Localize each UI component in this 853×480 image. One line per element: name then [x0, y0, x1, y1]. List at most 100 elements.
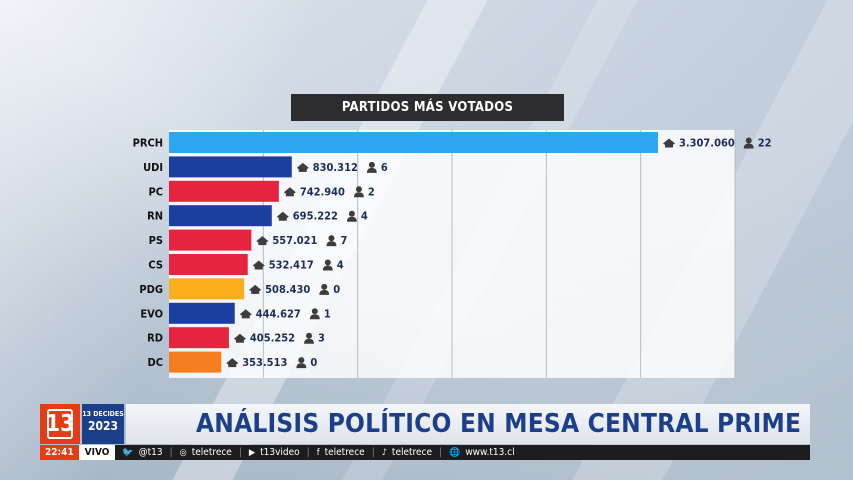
- ballot-box-base: [665, 144, 673, 148]
- ticker-bar: 22:41 VIVO 🐦 @t13 | ◎ teletrece | ▶ t13video |…: [40, 445, 810, 460]
- person-icon: [743, 137, 754, 149]
- seats-label: 0: [333, 283, 340, 296]
- seats-label: 4: [361, 210, 368, 223]
- ticker-item-tiktok: ♪ teletrece: [375, 447, 439, 458]
- ballot-box-base: [254, 266, 263, 270]
- ballot-box-icon: [233, 333, 246, 343]
- value-label: 3.307.060: [679, 137, 735, 150]
- category-label: DC: [148, 356, 163, 369]
- divider: |: [169, 447, 173, 458]
- category-label: PRCH: [133, 137, 163, 150]
- bar-chart: PRCH 3.307.060 22 UDI 830.312 6 PC 742.940 2 RN 69…: [133, 130, 772, 378]
- instagram-icon: ◎: [179, 447, 187, 458]
- person-head: [348, 210, 355, 217]
- web-icon: 🌐: [449, 447, 461, 458]
- seats-label: 22: [758, 137, 772, 150]
- ticker-text: www.t13.cl: [465, 447, 515, 458]
- person-icon: [322, 259, 333, 271]
- person-head: [745, 137, 752, 144]
- lower-third: 13 13 DECIDES 2023 ANÁLISIS POLÍTICO EN …: [40, 404, 810, 460]
- person-icon: [353, 186, 364, 198]
- person-icon: [319, 283, 330, 295]
- person-body: [326, 241, 337, 247]
- category-label: RN: [147, 210, 163, 223]
- value-label: 444.627: [256, 307, 301, 320]
- ballot-box-base: [228, 364, 237, 368]
- ticker-item-instagram: ◎ teletrece: [173, 447, 239, 458]
- ticker-text: t13video: [260, 447, 300, 458]
- ticker-text: @t13: [138, 447, 163, 458]
- person-body: [319, 289, 330, 295]
- bar: [169, 278, 245, 300]
- ticker-item-facebook: f teletrece: [310, 447, 372, 458]
- value-label: 508.430: [265, 283, 310, 296]
- clock: 22:41: [40, 445, 79, 460]
- seats-label: 0: [310, 356, 317, 369]
- category-label: PDG: [139, 283, 163, 296]
- ballot-box-base: [278, 217, 287, 221]
- value-label: 830.312: [313, 161, 358, 174]
- bar: [169, 327, 229, 349]
- category-label: EVO: [140, 307, 163, 320]
- headline: ANÁLISIS POLÍTICO EN MESA CENTRAL PRIME: [196, 409, 802, 439]
- person-icon: [366, 161, 377, 173]
- ticker-text: teletrece: [191, 447, 232, 458]
- divider: |: [371, 447, 375, 458]
- ballot-box-base: [241, 315, 250, 319]
- category-label: RD: [147, 332, 163, 345]
- ticker-text: teletrece: [391, 447, 433, 458]
- ballot-box-icon: [256, 236, 269, 246]
- ticker-item-web: 🌐 www.t13.cl: [442, 447, 522, 458]
- bar: [169, 229, 252, 251]
- person-body: [743, 143, 754, 149]
- person-icon: [304, 332, 315, 344]
- ballot-box-base: [235, 339, 244, 343]
- seats-label: 6: [381, 161, 388, 174]
- ticker-item-twitter: 🐦 @t13: [115, 447, 169, 458]
- person-body: [304, 338, 315, 344]
- ballot-box-icon: [663, 138, 675, 148]
- person-head: [328, 235, 335, 242]
- seats-label: 2: [368, 185, 375, 198]
- ballot-box-icon: [276, 211, 289, 221]
- person-head: [324, 259, 331, 266]
- ballot-box-base: [298, 168, 307, 172]
- person-body: [296, 363, 307, 369]
- tiktok-icon: ♪: [381, 447, 387, 458]
- bar: [169, 254, 248, 275]
- seats-label: 3: [318, 332, 325, 345]
- category-label: PC: [148, 185, 163, 198]
- seats-label: 4: [337, 259, 344, 272]
- t13-logo: 13: [40, 404, 80, 444]
- ballot-box-icon: [252, 260, 265, 270]
- person-head: [306, 332, 313, 339]
- person-body: [309, 314, 320, 320]
- ballot-box-icon: [283, 187, 296, 197]
- facebook-icon: f: [316, 447, 320, 458]
- divider: |: [439, 447, 443, 458]
- category-label: UDI: [143, 161, 163, 174]
- bar: [169, 180, 279, 202]
- seats-label: 7: [340, 234, 347, 247]
- value-label: 353.513: [242, 356, 287, 369]
- logo-frame: [47, 409, 73, 439]
- divider: |: [306, 447, 310, 458]
- ticker-text: teletrece: [324, 447, 365, 458]
- logo-text: 13: [45, 411, 75, 437]
- category-label: PS: [149, 234, 163, 247]
- ballot-box-icon: [226, 358, 239, 368]
- person-icon: [326, 235, 337, 247]
- value-label: 557.021: [272, 234, 317, 247]
- bar: [169, 205, 272, 227]
- value-label: 405.252: [250, 332, 295, 345]
- ticker-item-youtube: ▶ t13video: [242, 447, 307, 458]
- person-body: [322, 265, 333, 271]
- ballot-box-icon: [249, 284, 262, 294]
- bar: [169, 132, 658, 153]
- person-head: [368, 161, 375, 168]
- person-head: [298, 357, 305, 364]
- seats-label: 1: [324, 307, 331, 320]
- ballot-box-base: [285, 193, 294, 197]
- decides-year: 2023: [87, 419, 119, 433]
- value-label: 742.940: [300, 185, 345, 198]
